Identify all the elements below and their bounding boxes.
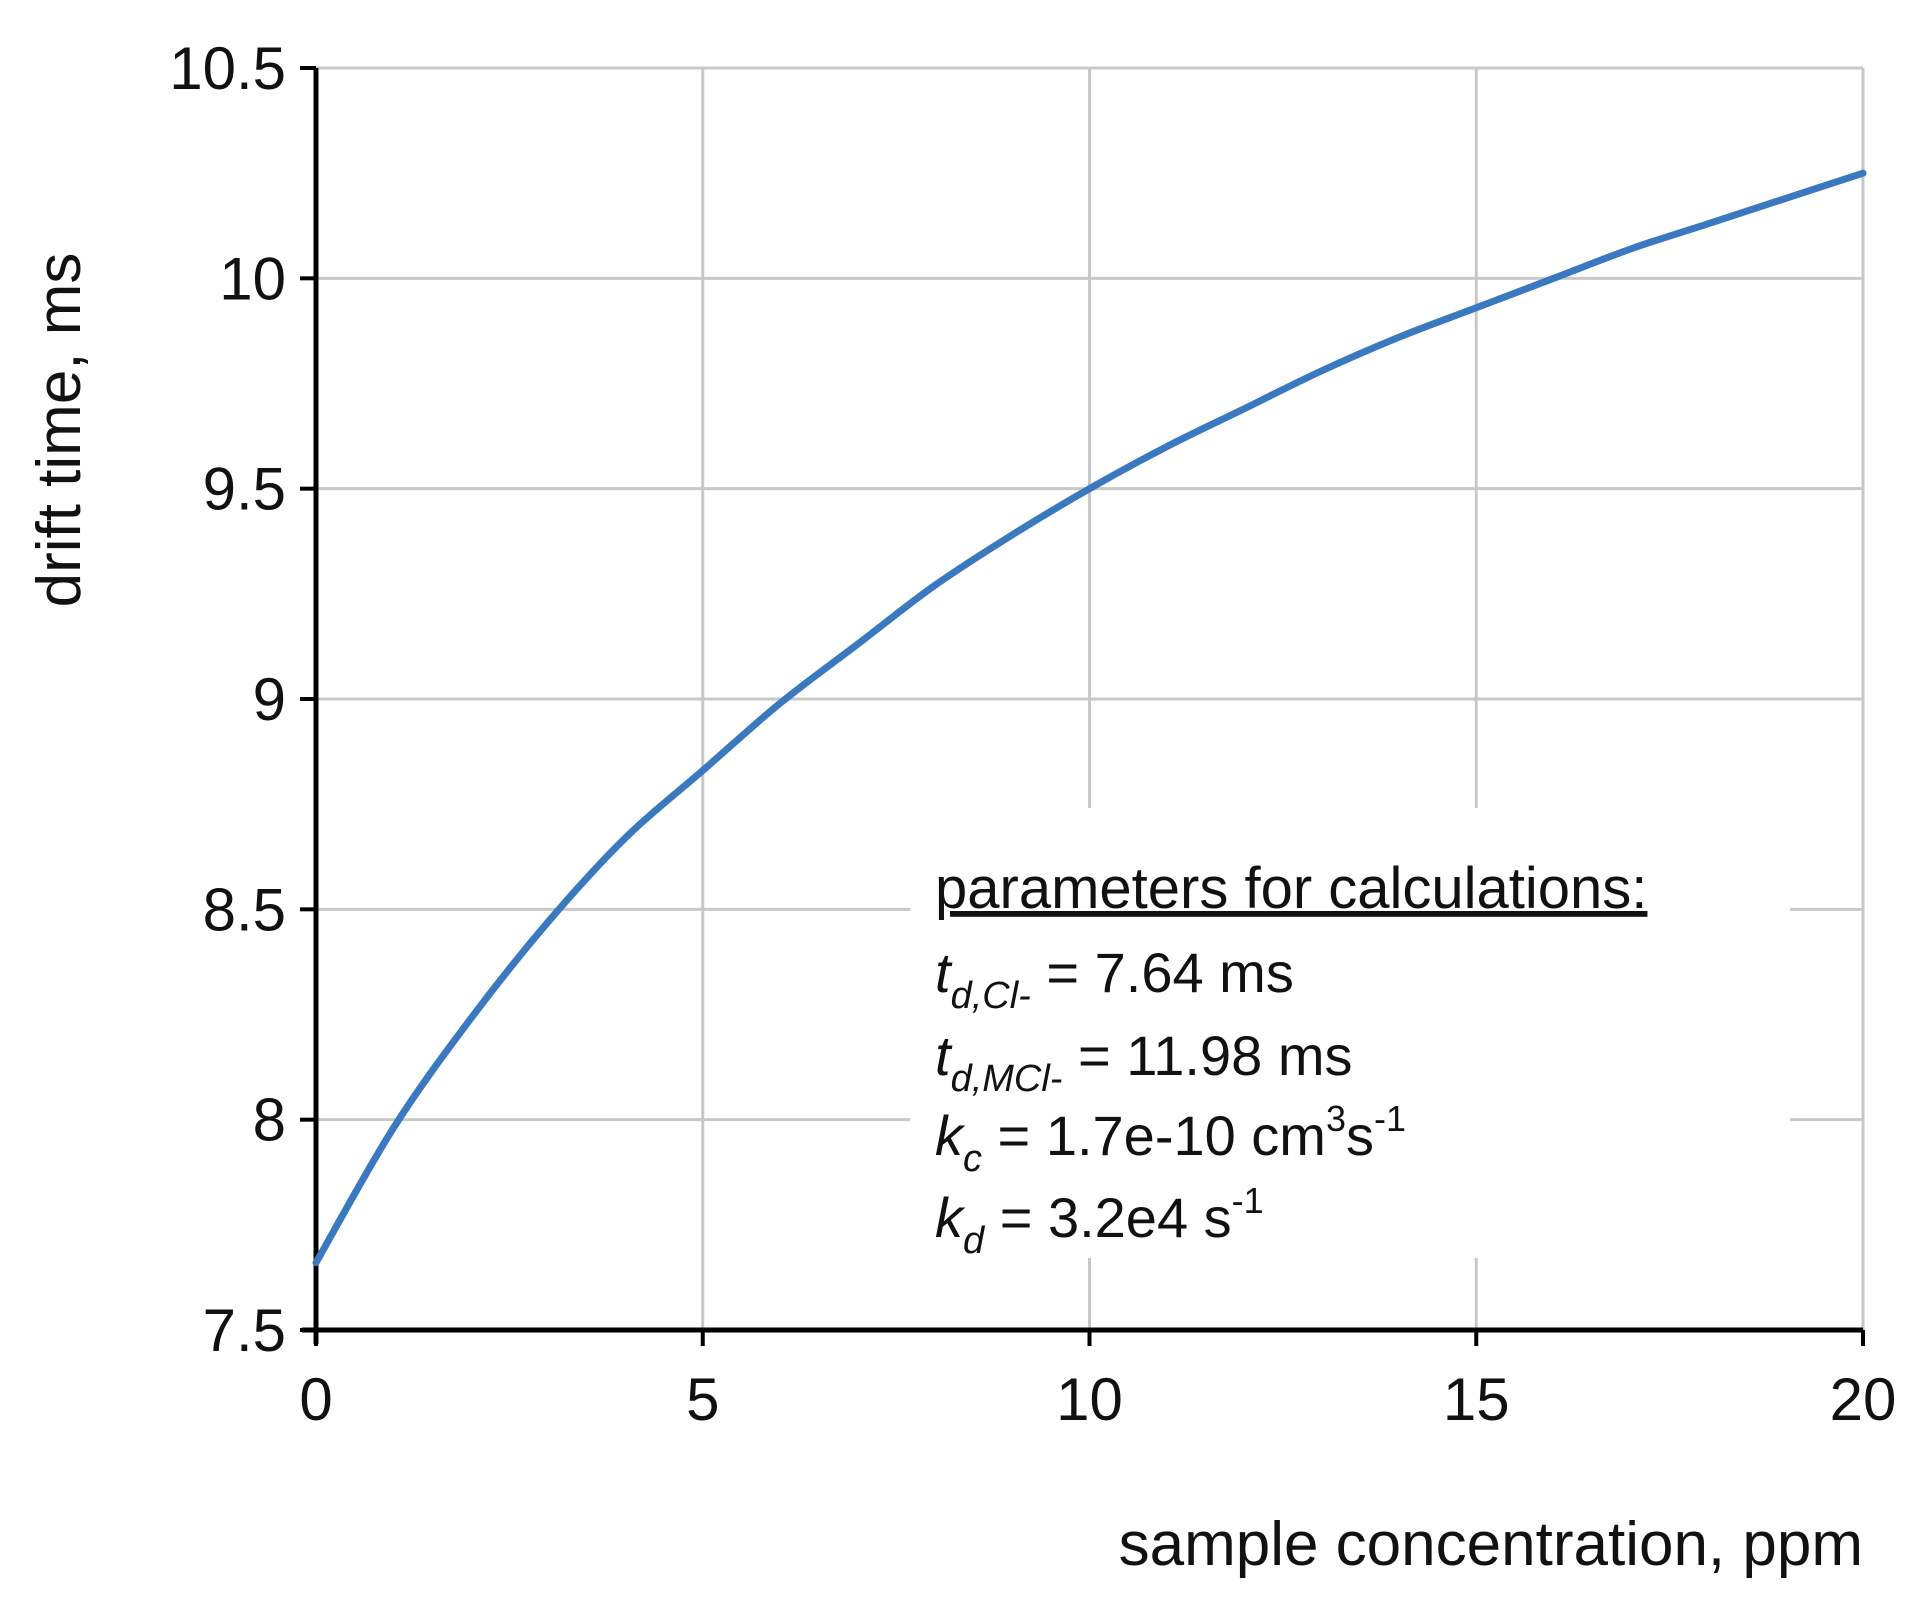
series-layer [312,169,1867,1267]
series-line [312,169,1867,1267]
axes: 0 5 10 15 20 7.5 8 8.5 9 9.5 10 10.5 [169,35,1896,1433]
parameters-background [910,808,1790,1258]
x-tick-label: 20 [1830,1366,1897,1433]
y-tick-label: 7.5 [203,1297,286,1364]
parameter-line: kd = 3.2e4 s-1 [935,1180,1264,1262]
x-axis-title: sample concentration, ppm [1119,1510,1863,1579]
y-tick-label: 10 [219,245,286,312]
y-tick-label: 10.5 [169,35,286,102]
y-axis-title: drift time, ms [25,253,94,608]
x-tick-label: 0 [299,1366,332,1433]
y-tick-label: 9.5 [203,456,286,523]
parameter-line: td,Cl- = 7.64 ms [935,941,1294,1017]
parameter-line: td,MCl- = 11.98 ms [935,1024,1352,1100]
y-tick-label: 9 [253,666,286,733]
y-tick-label: 8 [253,1087,286,1154]
parameters-title: parameters for calculations: [935,856,1647,921]
x-tick-label: 5 [686,1366,719,1433]
parameters-box: parameters for calculations: td,Cl- = 7.6… [910,808,1790,1262]
x-tick-label: 10 [1056,1366,1123,1433]
x-tick-label: 15 [1443,1366,1510,1433]
parameter-line: kc = 1.7e-10 cm3s-1 [935,1098,1406,1180]
y-tick-label: 8.5 [203,876,286,943]
